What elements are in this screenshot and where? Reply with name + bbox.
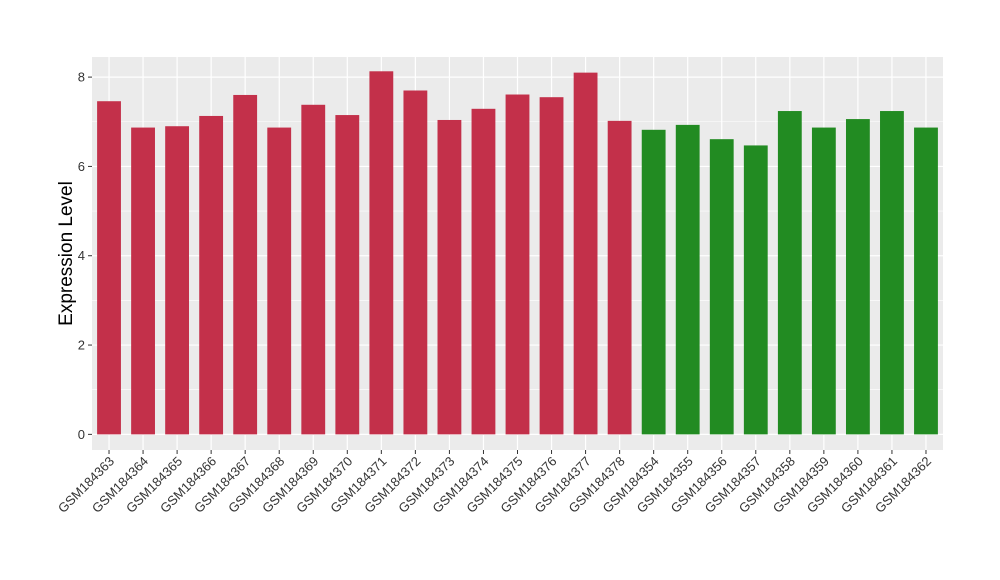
y-tick-label: 4: [78, 248, 85, 263]
bar-GSM184355: [675, 124, 700, 435]
bar-GSM184368: [267, 127, 292, 435]
x-axis: GSM184363GSM184364GSM184365GSM184366GSM1…: [55, 450, 934, 516]
bar-GSM184369: [301, 104, 326, 435]
bar-GSM184360: [845, 119, 870, 435]
bar-GSM184375: [505, 94, 530, 435]
y-tick-label: 8: [78, 70, 85, 85]
y-tick-label: 6: [78, 159, 85, 174]
bar-GSM184358: [777, 111, 802, 435]
bar-GSM184370: [335, 115, 360, 435]
bar-GSM184357: [743, 145, 768, 435]
bar-GSM184372: [403, 90, 428, 435]
bar-GSM184363: [97, 101, 121, 435]
bar-GSM184354: [641, 129, 666, 435]
bar-GSM184376: [539, 97, 564, 435]
bars: [97, 71, 938, 435]
bar-GSM184362: [914, 127, 938, 435]
bar-GSM184378: [607, 120, 632, 435]
bar-GSM184373: [437, 119, 462, 435]
y-tick-label: 0: [78, 427, 85, 442]
y-tick-label: 2: [78, 338, 85, 353]
bar-GSM184377: [573, 72, 598, 435]
y-axis: 0 2 4 6 8: [78, 70, 92, 442]
bar-GSM184364: [131, 127, 155, 435]
bar-GSM184374: [471, 108, 496, 435]
bar-GSM184365: [165, 126, 190, 435]
y-axis-title: Expression Level: [56, 181, 77, 326]
bar-GSM184361: [880, 111, 904, 435]
bar-GSM184367: [233, 94, 258, 435]
bar-GSM184366: [199, 115, 224, 435]
bar-GSM184371: [369, 71, 394, 435]
bar-GSM184359: [811, 127, 836, 435]
bar-GSM184356: [709, 139, 734, 435]
